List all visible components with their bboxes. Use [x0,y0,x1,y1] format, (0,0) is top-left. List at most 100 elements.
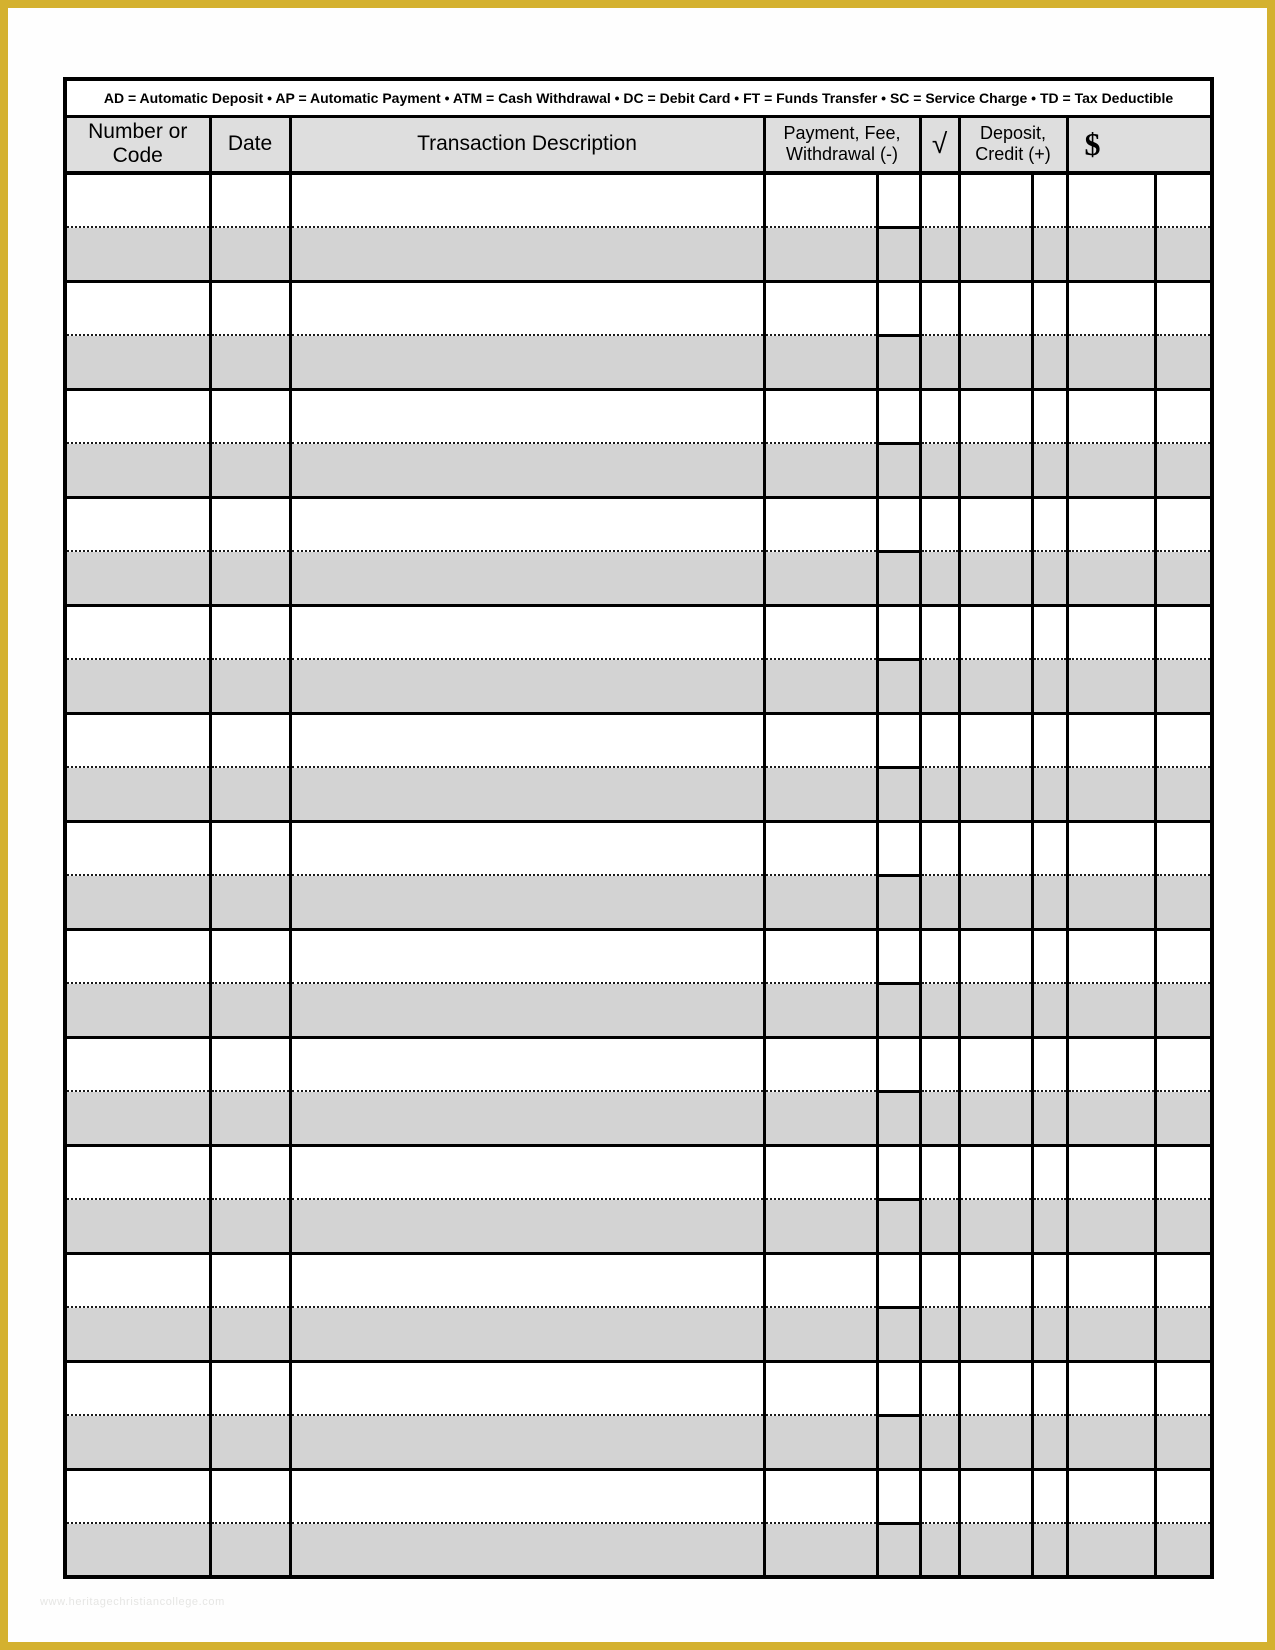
entry-cell-deposit-cents[interactable] [1030,713,1069,768]
entry-cell-number-code[interactable] [63,605,212,660]
entry-cell-date[interactable] [208,227,292,283]
entry-cell-deposit[interactable] [957,767,1034,823]
entry-cell-deposit-cents[interactable] [1030,497,1069,552]
entry-cell-check[interactable] [918,767,961,823]
entry-cell-payment[interactable] [762,497,879,552]
entry-cell-payment[interactable] [762,1091,879,1147]
entry-cell-number-code[interactable] [63,1307,212,1363]
entry-cell-deposit-cents[interactable] [1030,767,1069,823]
entry-cell-deposit[interactable] [957,335,1034,391]
entry-cell-payment-cents[interactable] [875,1361,922,1417]
entry-cell-payment[interactable] [762,389,879,444]
entry-cell-balance[interactable] [1065,1415,1157,1471]
entry-cell-deposit[interactable] [957,1253,1034,1308]
entry-cell-balance[interactable] [1065,173,1157,228]
entry-cell-check[interactable] [918,659,961,715]
entry-cell-number-code[interactable] [63,389,212,444]
entry-cell-balance[interactable] [1065,983,1157,1039]
entry-cell-deposit[interactable] [957,875,1034,931]
entry-cell-balance[interactable] [1065,605,1157,660]
entry-cell-balance[interactable] [1065,875,1157,931]
entry-cell-balance[interactable] [1065,335,1157,391]
entry-cell-payment-cents[interactable] [875,1145,922,1201]
entry-cell-number-code[interactable] [63,335,212,391]
entry-cell-description[interactable] [288,1253,766,1308]
entry-cell-deposit[interactable] [957,983,1034,1039]
entry-cell-deposit-cents[interactable] [1030,227,1069,283]
entry-cell-deposit-cents[interactable] [1030,551,1069,607]
entry-cell-number-code[interactable] [63,659,212,715]
entry-cell-balance[interactable] [1065,659,1157,715]
entry-cell-description[interactable] [288,1415,766,1471]
entry-cell-payment-cents[interactable] [875,1199,922,1255]
entry-cell-check[interactable] [918,929,961,984]
entry-cell-deposit-cents[interactable] [1030,1091,1069,1147]
entry-cell-deposit[interactable] [957,1091,1034,1147]
entry-cell-payment-cents[interactable] [875,1415,922,1471]
entry-cell-payment[interactable] [762,443,879,499]
entry-cell-deposit-cents[interactable] [1030,929,1069,984]
entry-cell-payment[interactable] [762,335,879,391]
entry-cell-deposit-cents[interactable] [1030,1199,1069,1255]
entry-cell-balance-cents[interactable] [1153,173,1214,228]
entry-cell-number-code[interactable] [63,1091,212,1147]
entry-cell-number-code[interactable] [63,551,212,607]
entry-cell-date[interactable] [208,713,292,768]
entry-cell-deposit-cents[interactable] [1030,335,1069,391]
entry-cell-payment-cents[interactable] [875,1307,922,1363]
entry-cell-balance[interactable] [1065,1199,1157,1255]
entry-cell-number-code[interactable] [63,497,212,552]
entry-cell-number-code[interactable] [63,227,212,283]
entry-cell-payment-cents[interactable] [875,1523,922,1579]
entry-cell-number-code[interactable] [63,1037,212,1092]
entry-cell-date[interactable] [208,1037,292,1092]
entry-cell-payment-cents[interactable] [875,983,922,1039]
entry-cell-description[interactable] [288,659,766,715]
entry-cell-balance[interactable] [1065,767,1157,823]
entry-cell-deposit[interactable] [957,173,1034,228]
entry-cell-check[interactable] [918,1415,961,1471]
entry-cell-check[interactable] [918,281,961,336]
entry-cell-description[interactable] [288,767,766,823]
entry-cell-description[interactable] [288,1091,766,1147]
entry-cell-date[interactable] [208,821,292,876]
entry-cell-date[interactable] [208,1523,292,1579]
entry-cell-number-code[interactable] [63,767,212,823]
entry-cell-payment[interactable] [762,1253,879,1308]
entry-cell-balance[interactable] [1065,497,1157,552]
entry-cell-deposit[interactable] [957,1307,1034,1363]
entry-cell-payment-cents[interactable] [875,335,922,391]
entry-cell-deposit-cents[interactable] [1030,659,1069,715]
entry-cell-balance-cents[interactable] [1153,551,1214,607]
entry-cell-date[interactable] [208,1091,292,1147]
entry-cell-balance-cents[interactable] [1153,1469,1214,1524]
entry-cell-deposit[interactable] [957,1523,1034,1579]
entry-cell-description[interactable] [288,335,766,391]
entry-cell-deposit-cents[interactable] [1030,443,1069,499]
entry-cell-balance[interactable] [1065,389,1157,444]
entry-cell-check[interactable] [918,173,961,228]
entry-cell-number-code[interactable] [63,875,212,931]
entry-cell-date[interactable] [208,497,292,552]
entry-cell-deposit[interactable] [957,821,1034,876]
entry-cell-balance[interactable] [1065,227,1157,283]
entry-cell-check[interactable] [918,713,961,768]
entry-cell-deposit-cents[interactable] [1030,821,1069,876]
entry-cell-balance-cents[interactable] [1153,1145,1214,1200]
entry-cell-payment[interactable] [762,659,879,715]
entry-cell-payment[interactable] [762,713,879,768]
entry-cell-description[interactable] [288,1199,766,1255]
entry-cell-description[interactable] [288,875,766,931]
entry-cell-check[interactable] [918,443,961,499]
entry-cell-payment[interactable] [762,1307,879,1363]
entry-cell-deposit-cents[interactable] [1030,1415,1069,1471]
entry-cell-payment[interactable] [762,1523,879,1579]
entry-cell-balance[interactable] [1065,1469,1157,1524]
entry-cell-deposit-cents[interactable] [1030,1469,1069,1524]
entry-cell-number-code[interactable] [63,821,212,876]
entry-cell-payment[interactable] [762,1415,879,1471]
entry-cell-balance-cents[interactable] [1153,1091,1214,1147]
entry-cell-deposit-cents[interactable] [1030,281,1069,336]
entry-cell-balance-cents[interactable] [1153,1037,1214,1092]
entry-cell-date[interactable] [208,551,292,607]
